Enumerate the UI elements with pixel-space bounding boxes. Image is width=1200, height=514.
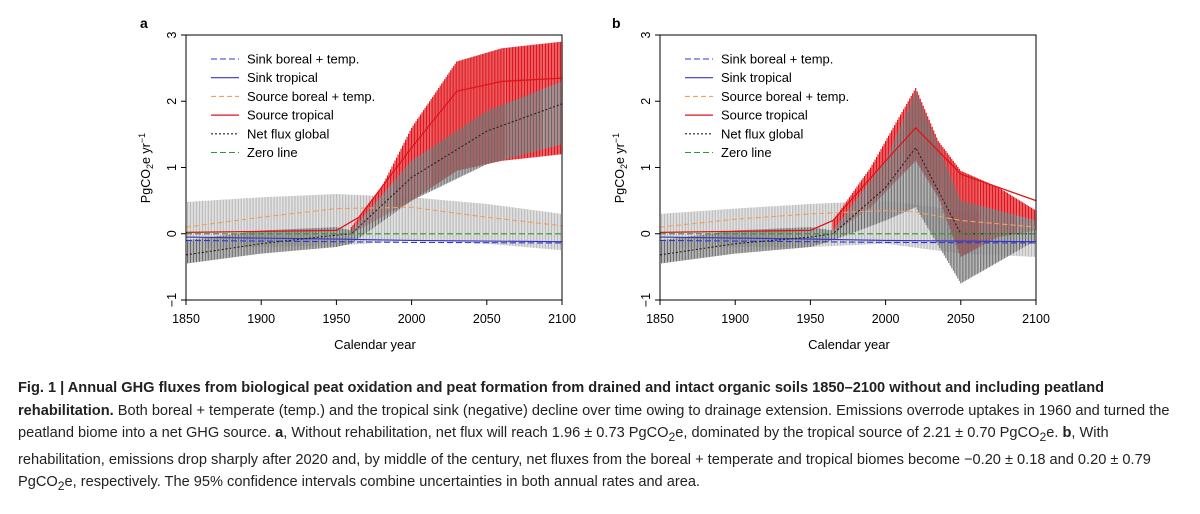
caption-text-3: e, dominated by the tropical source of 2…: [675, 425, 1040, 442]
panel-a-series-lines: [185, 77, 563, 256]
caption-panel-a-ref: a: [275, 425, 284, 442]
panel-a-y-tick-label: 1: [165, 164, 179, 171]
panel-b-series-net-flux-global: [659, 146, 1036, 256]
panel-a-legend-label-zero-line: Zero line: [247, 145, 298, 160]
panel-b-x-tick-label: 2100: [1022, 312, 1050, 326]
panel-a-uncertainty-bands: [185, 41, 563, 264]
panel-a-y-tick-label: 0: [165, 230, 179, 237]
panel-a-y-tick-label: 2: [165, 98, 179, 105]
panel-b: b 1850 1900 1950 2000 2050 2100 −1 0 1 2 3 Sink bo…: [611, 15, 1050, 352]
panel-b-series-sink-tropical: [659, 236, 1037, 243]
panel-b-uncertainty-bands: [659, 88, 1037, 284]
panel-a-legend-label-sink-boreal-temp: Sink boreal + temp.: [247, 52, 359, 67]
caption-sub-3: 2: [57, 479, 65, 494]
panel-b-series-lines: [659, 126, 1037, 256]
panel-b-y-tick-label: −1: [639, 293, 653, 307]
panel-b-x-tick-label: 1850: [646, 312, 674, 326]
panel-a-legend-label-net-flux-global: Net flux global: [247, 126, 329, 141]
panel-b-legend: Sink boreal + temp. Sink tropical Source b…: [685, 52, 849, 160]
panel-b-legend-label-zero-line: Zero line: [721, 145, 772, 160]
panel-a-y-axis-label: PgCO2e yr−1: [137, 133, 155, 203]
panel-b-y-tick-label: 2: [639, 98, 653, 105]
panel-a-series-net-flux-global: [185, 103, 563, 256]
panel-a-x-tick-label: 1850: [172, 312, 200, 326]
figure: a 1850 1900 1950 2000 2050 2100 −1 0 1 2 3 Sink bo…: [137, 15, 1050, 352]
caption-title: Fig. 1 | Annual GHG fluxes from biologic…: [18, 380, 1105, 419]
panel-a-x-axis-label: Calendar year: [334, 337, 416, 352]
panel-a-x-tick-label: 2100: [548, 312, 576, 326]
panel-b-x-tick-label: 2050: [947, 312, 975, 326]
panel-b-y-axis-label: PgCO2e yr−1: [611, 133, 629, 203]
caption-sub-2: 2: [1039, 430, 1047, 445]
panel-a-plot-frame: [185, 34, 563, 301]
panel-a-legend-label-source-tropical: Source tropical: [247, 108, 334, 123]
panel-b-series-sink-boreal-temp: [659, 239, 1037, 244]
panel-b-axes: 1850 1900 1950 2000 2050 2100 −1 0 1 2 3: [639, 31, 1050, 326]
panel-b-y-tick-label: 0: [639, 230, 653, 237]
panel-b-x-axis-label: Calendar year: [808, 337, 890, 352]
panel-b-x-tick-label: 1900: [721, 312, 749, 326]
caption-sub-1: 2: [668, 430, 676, 445]
panel-b-legend-label-net-flux-global: Net flux global: [721, 126, 803, 141]
caption-text-5: , With rehabilitation, emissions drop sh…: [18, 425, 1151, 491]
panel-a-y-tick-label: 3: [165, 31, 179, 38]
panel-a-legend: Sink boreal + temp. Sink tropical Source b…: [211, 52, 375, 160]
panel-a-series-source-tropical: [185, 77, 563, 234]
figure-caption: Fig. 1 | Annual GHG fluxes from biologic…: [18, 377, 1186, 498]
panel-a-x-tick-label: 1900: [247, 312, 275, 326]
panel-b-legend-label-source-tropical: Source tropical: [721, 108, 808, 123]
caption-text-6: e, respectively. The 95% confidence inte…: [64, 474, 700, 491]
panel-a-x-tick-label: 2000: [398, 312, 426, 326]
panel-b-series-source-boreal-temp: [659, 210, 1037, 228]
panel-a-legend-label-sink-tropical: Sink tropical: [247, 70, 318, 85]
panel-a-series-source-boreal-temp: [185, 206, 563, 228]
panel-b-x-tick-label: 2000: [872, 312, 900, 326]
panel-b-y-tick-label: 1: [639, 164, 653, 171]
panel-a: a 1850 1900 1950 2000 2050 2100 −1 0 1 2 3 Sink bo…: [137, 15, 576, 352]
panel-b-plot-frame: [659, 34, 1037, 301]
panel-label-a: a: [140, 15, 148, 31]
panel-a-axes: 1850 1900 1950 2000 2050 2100 −1 0 1 2 3: [165, 31, 576, 326]
panel-b-legend-label-sink-tropical: Sink tropical: [721, 70, 792, 85]
panel-a-series-sink-boreal-temp: [185, 239, 563, 244]
panel-a-legend-label-source-boreal-temp: Source boreal + temp.: [247, 89, 375, 104]
panel-b-y-tick-label: 3: [639, 31, 653, 38]
panel-b-band-net-flux-global: [659, 91, 1037, 284]
panel-a-series-sink-tropical: [185, 236, 563, 243]
caption-text-1: Both boreal + temperate (temp.) and the …: [18, 402, 1170, 442]
panel-b-legend-label-sink-boreal-temp: Sink boreal + temp.: [721, 52, 833, 67]
panel-a-x-tick-label: 2050: [473, 312, 501, 326]
caption-panel-b-ref: b: [1062, 425, 1072, 442]
panel-a-x-tick-label: 1950: [322, 312, 350, 326]
caption-text-2: , Without rehabilitation, net flux will …: [283, 425, 669, 442]
panel-b-x-tick-label: 1950: [796, 312, 824, 326]
panel-b-series-source-tropical: [659, 126, 1037, 234]
panel-b-legend-label-source-boreal-temp: Source boreal + temp.: [721, 89, 849, 104]
panel-label-b: b: [612, 15, 621, 31]
caption-text-4: e.: [1046, 425, 1063, 442]
panel-a-y-tick-label: −1: [165, 293, 179, 307]
